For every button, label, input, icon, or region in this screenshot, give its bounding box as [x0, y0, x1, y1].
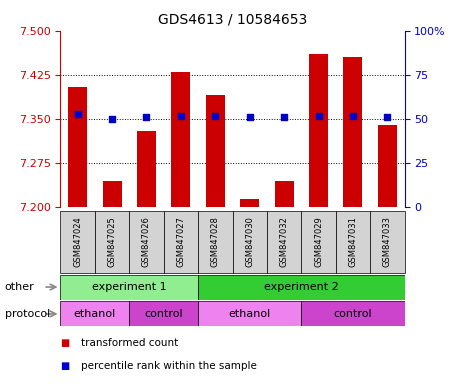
Text: ethanol: ethanol [229, 309, 271, 319]
Point [246, 114, 253, 120]
Text: ■: ■ [60, 338, 70, 348]
Text: GSM847028: GSM847028 [211, 217, 220, 267]
Bar [198, 211, 232, 273]
Bar [103, 181, 121, 207]
Point [315, 113, 322, 119]
Bar [198, 275, 405, 300]
Text: ■: ■ [60, 361, 70, 371]
Point [280, 114, 288, 120]
Bar [240, 199, 259, 207]
Point [74, 111, 81, 117]
Text: control: control [144, 309, 183, 319]
Bar [336, 211, 370, 273]
Text: ethanol: ethanol [74, 309, 116, 319]
Bar [172, 72, 190, 207]
Bar [275, 181, 293, 207]
Text: GSM847033: GSM847033 [383, 217, 392, 267]
Point [212, 113, 219, 119]
Bar [68, 87, 87, 207]
Bar [60, 275, 198, 300]
Point [177, 113, 185, 119]
Bar [301, 301, 405, 326]
Bar [60, 211, 95, 273]
Text: GSM847026: GSM847026 [142, 217, 151, 267]
Bar [129, 301, 198, 326]
Text: transformed count: transformed count [81, 338, 179, 348]
Bar [301, 211, 336, 273]
Text: experiment 1: experiment 1 [92, 282, 166, 292]
Point [384, 114, 391, 120]
Text: GSM847031: GSM847031 [348, 217, 358, 267]
Text: percentile rank within the sample: percentile rank within the sample [81, 361, 257, 371]
Bar [206, 96, 225, 207]
Text: protocol: protocol [5, 309, 50, 319]
Text: GSM847024: GSM847024 [73, 217, 82, 267]
Point [108, 116, 116, 122]
Text: other: other [5, 282, 34, 292]
Bar [137, 131, 156, 207]
Text: GSM847029: GSM847029 [314, 217, 323, 267]
Text: GSM847027: GSM847027 [176, 217, 186, 267]
Bar [267, 211, 301, 273]
Text: GSM847025: GSM847025 [107, 217, 117, 267]
Bar [164, 211, 198, 273]
Bar [198, 301, 301, 326]
Point [143, 114, 150, 120]
Point [349, 113, 357, 119]
Bar [370, 211, 405, 273]
Bar [129, 211, 164, 273]
Text: GSM847030: GSM847030 [245, 217, 254, 267]
Text: experiment 2: experiment 2 [264, 282, 339, 292]
Bar [95, 211, 129, 273]
Text: control: control [333, 309, 372, 319]
Text: GSM847032: GSM847032 [279, 217, 289, 267]
Bar [378, 125, 397, 207]
Bar [60, 301, 129, 326]
Bar [232, 211, 267, 273]
Bar [309, 54, 328, 207]
Title: GDS4613 / 10584653: GDS4613 / 10584653 [158, 13, 307, 27]
Bar [344, 57, 362, 207]
